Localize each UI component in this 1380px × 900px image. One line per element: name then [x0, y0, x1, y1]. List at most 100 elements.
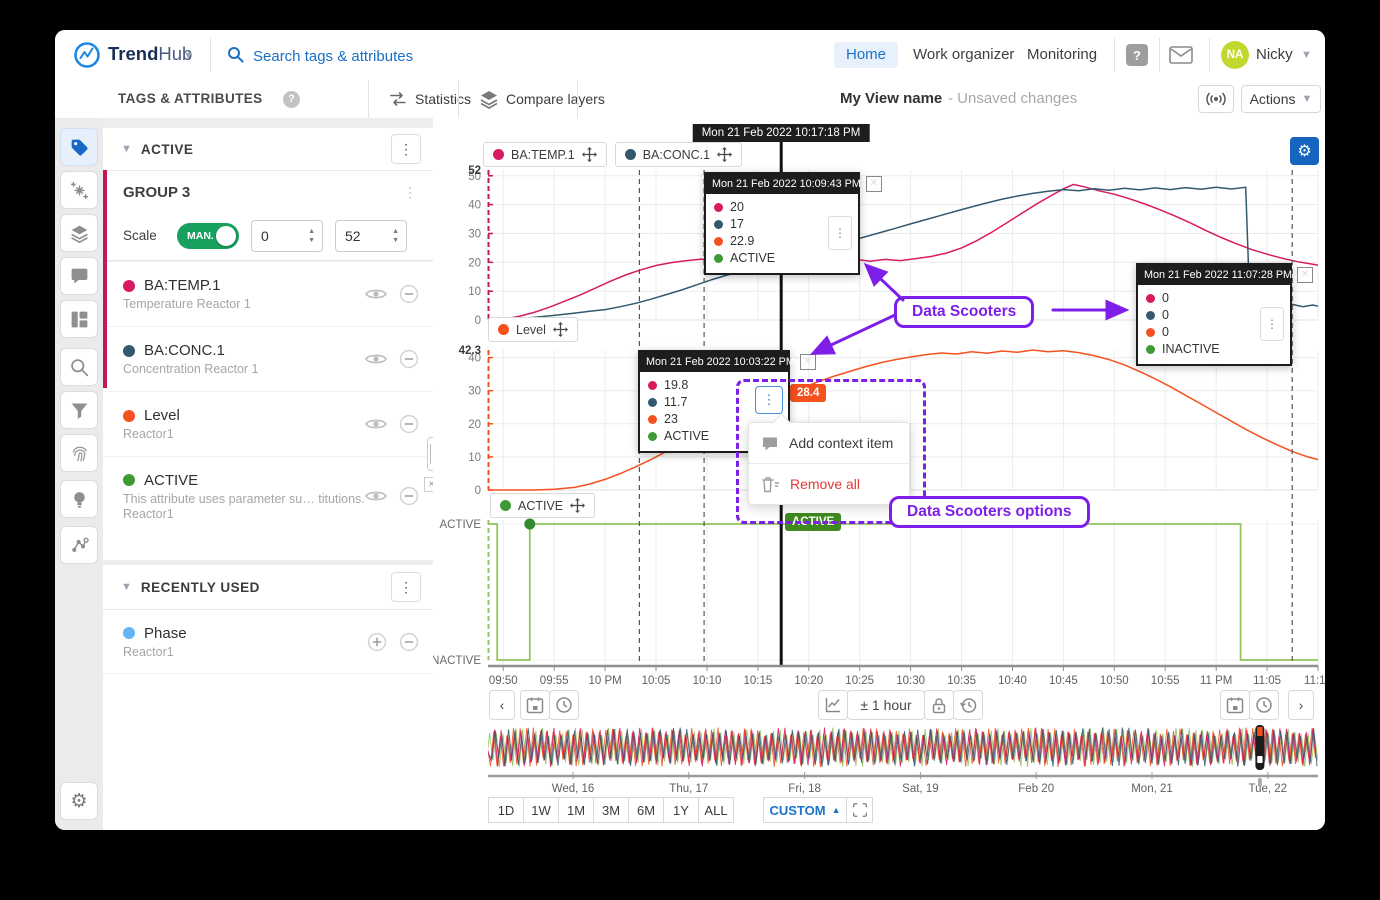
rail-settings-button[interactable]: ⚙	[60, 782, 98, 820]
rail-formulas-button[interactable]	[60, 171, 98, 209]
menu-item-remove-all[interactable]: Remove all	[749, 464, 909, 504]
kebab-menu-icon[interactable]: ⋮	[391, 134, 421, 164]
kebab-menu-icon[interactable]: ⋮	[403, 183, 417, 200]
tag-name: Level	[144, 407, 180, 424]
range-1y[interactable]: 1Y	[663, 797, 699, 823]
end-date-button[interactable]	[1220, 690, 1250, 720]
legend-chip[interactable]: BA:CONC.1	[614, 142, 743, 167]
data-scooter-popup[interactable]: Mon 21 Feb 2022 11:07:28 PM ✕ 0 0 0 INAC…	[1136, 263, 1314, 366]
kebab-menu-icon[interactable]: ⋮	[828, 216, 852, 250]
visibility-toggle[interactable]	[365, 489, 387, 503]
search-input[interactable]	[251, 42, 675, 70]
start-time-button[interactable]	[549, 690, 579, 720]
scooter-header[interactable]: Mon 21 Feb 2022 11:07:28 PM ✕	[1138, 265, 1314, 285]
rail-node-graph-button[interactable]	[60, 526, 98, 564]
menu-item-add-context[interactable]: Add context item	[749, 423, 909, 463]
remove-tag-button[interactable]	[399, 414, 419, 434]
remove-tag-button[interactable]	[399, 632, 419, 652]
tag-row-active[interactable]: ACTIVE This attribute uses parameter su……	[103, 456, 433, 535]
start-date-button[interactable]	[520, 690, 550, 720]
gear-icon: ⚙	[1297, 141, 1312, 160]
svg-text:20: 20	[468, 419, 481, 431]
actions-button[interactable]: Actions ▼	[1241, 85, 1321, 113]
remove-tag-button[interactable]	[399, 486, 419, 506]
stepper-arrows-icon[interactable]: ▲ ▼	[392, 227, 399, 244]
data-scooter-popup[interactable]: Mon 21 Feb 2022 10:03:22 PM ✕ 19.8 11.7 …	[638, 350, 816, 453]
time-range-button[interactable]: ± 1 hour	[847, 690, 925, 720]
close-icon[interactable]: ✕	[865, 176, 882, 192]
tab-work-organizer[interactable]: Work organizer	[901, 42, 1026, 68]
range-1d[interactable]: 1D	[488, 797, 524, 823]
user-chevron-down-icon[interactable]: ▼	[1301, 49, 1312, 61]
range-1m[interactable]: 1M	[558, 797, 594, 823]
visibility-toggle[interactable]	[365, 287, 387, 301]
range-1w[interactable]: 1W	[523, 797, 559, 823]
tab-monitoring[interactable]: Monitoring	[1015, 42, 1109, 68]
compare-layers-button[interactable]: Compare layers	[473, 80, 611, 118]
tag-row-level[interactable]: Level Reactor1	[103, 391, 433, 456]
tag-row-ba-temp[interactable]: BA:TEMP.1 Temperature Reactor 1	[103, 261, 433, 326]
scale-min-value[interactable]	[252, 226, 309, 245]
trend-chart-canvas[interactable]: 010203040505201020304042.3ACTIVEINACTIVE…	[433, 118, 1325, 690]
history-button[interactable]	[953, 690, 983, 720]
overview-timeline[interactable]: Wed, 16 Thu, 17 Fri, 18 Sat, 19 Feb 20 Mon, 2…	[488, 724, 1318, 796]
kebab-menu-icon[interactable]: ⋮	[391, 572, 421, 602]
range-6m[interactable]: 6M	[628, 797, 664, 823]
lock-range-button[interactable]	[924, 690, 954, 720]
rail-filter-button[interactable]	[60, 391, 98, 429]
mail-button[interactable]	[1169, 46, 1193, 64]
scale-max-value[interactable]	[336, 226, 393, 245]
pan-left-button[interactable]: ‹	[489, 690, 515, 720]
scale-max-stepper[interactable]: ▲▼	[335, 219, 407, 252]
chart-mode-button[interactable]	[818, 690, 848, 720]
close-icon[interactable]: ✕	[799, 354, 816, 370]
rail-search-button[interactable]	[60, 348, 98, 386]
scooter-value: 19.8	[664, 378, 689, 392]
statistics-button[interactable]: Statistics	[382, 80, 477, 118]
scale-min-stepper[interactable]: ▲▼	[251, 219, 323, 252]
brand-chevron-down-icon[interactable]: ▼	[183, 50, 194, 62]
range-3m[interactable]: 3M	[593, 797, 629, 823]
stepper-arrows-icon[interactable]: ▲ ▼	[308, 227, 315, 244]
data-scooter-popup[interactable]: Mon 21 Feb 2022 10:09:43 PM ✕ 20 17 22.9…	[704, 172, 882, 275]
user-name[interactable]: Nicky	[1256, 46, 1293, 63]
help-circle-icon[interactable]: ?	[283, 91, 300, 108]
scooter-options-kebab-button[interactable]: ⋮	[755, 386, 783, 414]
rail-dashboard-button[interactable]	[60, 300, 98, 338]
remove-tag-button[interactable]	[399, 349, 419, 369]
remove-tag-button[interactable]	[399, 284, 419, 304]
series-label: BA:CONC.1	[642, 147, 711, 162]
tag-row-ba-conc[interactable]: BA:CONC.1 Concentration Reactor 1	[103, 326, 433, 391]
add-tag-button[interactable]	[367, 632, 387, 652]
legend-chip[interactable]: Level	[488, 317, 578, 342]
scooter-header[interactable]: Mon 21 Feb 2022 10:09:43 PM ✕	[706, 174, 882, 194]
chevron-down-icon[interactable]: ▼	[121, 143, 132, 155]
end-time-button[interactable]	[1249, 690, 1279, 720]
scooter-value: 23	[664, 412, 678, 426]
avatar[interactable]: NA	[1221, 41, 1249, 69]
visibility-toggle[interactable]	[365, 417, 387, 431]
rail-layers-button[interactable]	[60, 214, 98, 252]
chevron-down-icon[interactable]: ▼	[121, 581, 132, 593]
scooter-header[interactable]: Mon 21 Feb 2022 10:03:22 PM ✕	[640, 352, 816, 372]
range-custom-button[interactable]: CUSTOM ▲	[763, 797, 847, 823]
live-broadcast-button[interactable]	[1198, 85, 1234, 113]
range-all[interactable]: ALL	[698, 797, 734, 823]
tab-home[interactable]: Home	[834, 42, 899, 68]
legend-chip[interactable]: BA:TEMP.1	[483, 142, 607, 167]
custom-range-expand-button[interactable]	[846, 797, 873, 823]
pan-right-button[interactable]: ›	[1288, 690, 1314, 720]
legend-chip[interactable]: ACTIVE	[490, 493, 596, 518]
rail-fingerprint-button[interactable]	[60, 434, 98, 472]
tag-row-phase[interactable]: Phase Reactor1	[103, 610, 433, 674]
help-icon[interactable]: ?	[1126, 44, 1148, 66]
visibility-toggle[interactable]	[365, 352, 387, 366]
manual-scale-toggle[interactable]: MAN.	[177, 222, 239, 249]
rail-tags-button[interactable]	[60, 128, 98, 166]
rail-insights-button[interactable]	[60, 480, 98, 518]
close-icon[interactable]: ✕	[1297, 267, 1314, 283]
chart-settings-button[interactable]: ⚙	[1290, 137, 1319, 165]
kebab-menu-icon[interactable]: ⋮	[1260, 307, 1284, 341]
rail-comments-button[interactable]	[60, 257, 98, 295]
tag-description: Temperature Reactor 1	[123, 297, 251, 311]
